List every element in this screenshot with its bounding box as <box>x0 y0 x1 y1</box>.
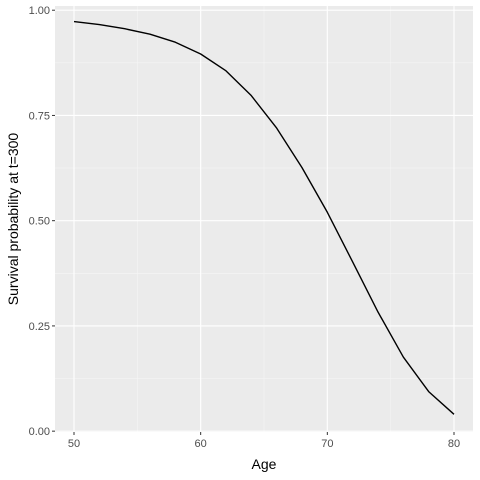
y-axis: 0.00 0.25 0.50 0.75 1.00 <box>29 5 55 438</box>
series-line-1 <box>73 20 455 415</box>
x-tick-label: 50 <box>68 438 80 450</box>
x-tick-label: 80 <box>448 438 460 450</box>
y-tick-label: 0.50 <box>29 216 50 228</box>
y-tick-label: 1.00 <box>29 5 50 17</box>
y-tick-label: 0.25 <box>29 321 50 333</box>
y-tick-label: 0.75 <box>29 110 50 122</box>
x-axis-title: Age <box>252 456 277 472</box>
x-axis: 50 60 70 80 <box>68 432 460 450</box>
x-tick-label: 70 <box>321 438 333 450</box>
x-tick-label: 60 <box>195 438 207 450</box>
y-tick-label: 0.00 <box>29 426 50 438</box>
y-axis-title: Survival probability at t=300 <box>5 133 21 306</box>
major-gridlines <box>55 6 473 432</box>
series-layer <box>73 20 455 415</box>
minor-gridlines <box>55 6 473 432</box>
